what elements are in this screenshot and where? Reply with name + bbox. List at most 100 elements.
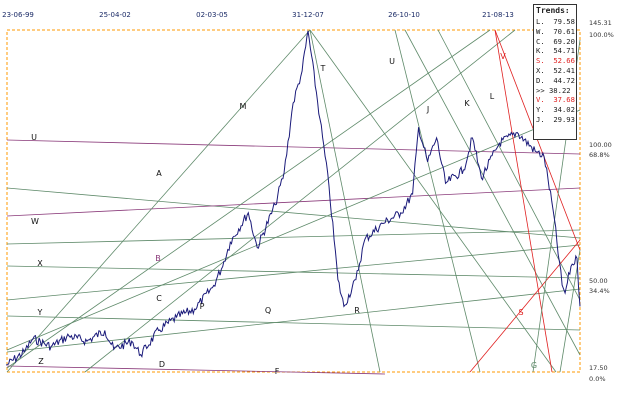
trend-key: C. — [536, 36, 554, 46]
trend-line — [6, 229, 581, 245]
trends-panel: Trends: L. 79.58 W. 70.61 C. 69.20 K. 54.71… — [533, 4, 577, 140]
trend-key: >> — [536, 85, 549, 95]
trend-line — [6, 365, 386, 375]
date-tick-label: 23-06-99 — [2, 11, 34, 19]
trend-line-label: P — [200, 302, 205, 311]
trend-line-label: M — [240, 102, 247, 111]
price-axis: 145.31 100.00 50.00 17.50 100.0% 68.8% 34.4% 0.… — [589, 19, 614, 383]
trend-line-label: W — [31, 217, 39, 226]
trend-line — [469, 239, 581, 373]
trend-value: 54.71 — [553, 46, 575, 56]
trend-key: S. — [536, 56, 554, 66]
trend-row: C. 69.20 — [536, 36, 575, 47]
trend-line-label: J — [426, 105, 429, 114]
trend-value: 37.68 — [553, 95, 575, 105]
trend-line — [309, 29, 557, 373]
trend-line — [309, 29, 381, 373]
trend-line-label: G — [531, 361, 537, 370]
trend-line — [559, 249, 581, 373]
trend-key: K. — [536, 46, 554, 56]
trend-line-label: X — [37, 259, 43, 268]
trend-line-label: T — [320, 64, 326, 73]
trend-line-label: B — [155, 254, 161, 263]
trend-line — [6, 187, 581, 239]
trends-title: Trends: — [536, 6, 570, 15]
trend-value: 38.22 — [548, 85, 571, 95]
trend-key: L. — [536, 17, 554, 26]
trend-line-label: Y — [37, 308, 43, 317]
trend-row: W. 70.61 — [536, 26, 575, 37]
price-tick-label: 17.50 — [589, 364, 608, 372]
percent-tick-label: 68.8% — [589, 151, 610, 159]
trend-line — [6, 29, 311, 373]
date-tick-label: 31-12-07 — [292, 11, 324, 19]
trend-key: Y. — [536, 105, 554, 115]
trend-line-label: C — [156, 294, 162, 303]
trend-line-label: F — [275, 367, 280, 376]
trend-key: X. — [536, 65, 554, 75]
trend-line-label: Q — [265, 306, 271, 315]
trend-row: >> 38.22 — [536, 86, 574, 96]
trend-line — [6, 244, 581, 301]
trend-line — [6, 288, 581, 353]
date-tick-label: 21-08-13 — [482, 11, 514, 19]
trend-value: 29.93 — [553, 114, 575, 124]
trend-line-label: U — [389, 57, 395, 66]
trend-line — [6, 29, 491, 369]
trend-row: V. 37.68 — [536, 95, 575, 105]
trend-line — [6, 187, 581, 217]
trend-lines — [6, 29, 581, 375]
trend-line-label: U — [31, 133, 37, 142]
percent-tick-label: 34.4% — [589, 287, 610, 295]
trend-line-label: A — [156, 169, 162, 178]
date-tick-label: 02-03-05 — [196, 11, 228, 19]
date-axis: 23-06-99 25-04-02 02-03-05 31-12-07 26-10-10… — [2, 11, 514, 19]
trend-line-label: Z — [38, 357, 44, 366]
trend-value: 34.02 — [553, 105, 575, 115]
trend-value: 52.41 — [553, 65, 575, 75]
trend-value: 44.72 — [553, 75, 575, 85]
trend-key: J. — [536, 114, 554, 124]
price-tick-label: 50.00 — [589, 277, 608, 285]
trend-value: 69.20 — [553, 36, 575, 46]
trend-line — [6, 265, 581, 279]
trend-value: 79.58 — [553, 17, 575, 26]
trend-row: X. 52.41 — [536, 65, 575, 76]
trend-line-label: D — [159, 360, 165, 369]
price-series-line — [5, 30, 581, 366]
trend-row: L. 79.58 — [536, 17, 575, 27]
trend-row: D. 44.72 — [536, 75, 575, 86]
trend-value: 52.66 — [553, 56, 575, 66]
trend-row: S. 52.66 — [536, 56, 575, 66]
trend-line — [494, 29, 581, 251]
trend-line — [394, 29, 481, 373]
trend-line — [494, 29, 553, 373]
trend-key: D. — [536, 75, 554, 85]
date-tick-label: 26-10-10 — [388, 11, 420, 19]
trend-line-label: K — [464, 99, 470, 108]
trend-line — [6, 139, 581, 155]
trends-list: L. 79.58 W. 70.61 C. 69.20 K. 54.71 S. 52.66… — [536, 17, 575, 125]
trend-line — [84, 29, 516, 373]
trend-row: Y. 34.02 — [536, 105, 575, 115]
trend-line-label: V — [500, 52, 506, 61]
trend-line-label: L — [490, 92, 495, 101]
trend-line — [437, 29, 581, 301]
date-tick-label: 25-04-02 — [99, 11, 131, 19]
trend-line — [404, 29, 581, 356]
trend-line — [6, 315, 581, 331]
percent-tick-label: 0.0% — [589, 375, 606, 383]
price-tick-label: 100.00 — [589, 141, 612, 149]
trend-value: 70.61 — [553, 26, 575, 36]
trend-row: K. 54.71 — [536, 46, 575, 56]
trend-line-label: S — [518, 308, 523, 317]
percent-tick-label: 100.0% — [589, 31, 614, 39]
trend-key: V. — [536, 95, 554, 105]
trend-key: W. — [536, 26, 554, 36]
trend-line-labels: U A W B X C Y Z D M T P Q R F U J K L V S G — [31, 52, 537, 376]
trend-line — [6, 109, 581, 351]
price-tick-label: 145.31 — [589, 19, 612, 27]
trend-row: J. 29.93 — [536, 114, 575, 125]
